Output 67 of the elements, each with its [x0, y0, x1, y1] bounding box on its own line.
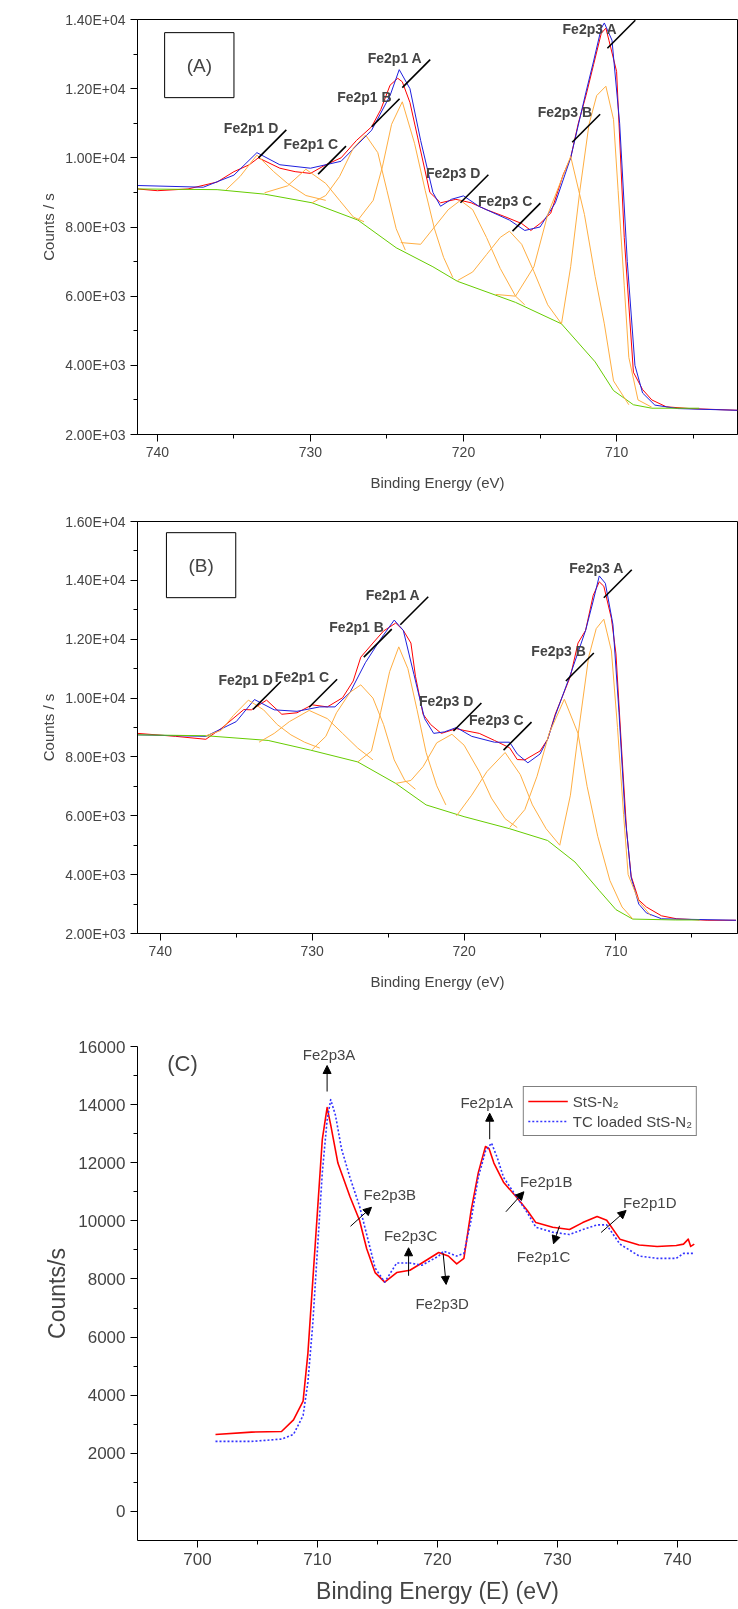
y-tick-label: 1.40E+04: [65, 11, 126, 28]
y-tick-label: 1.40E+04: [65, 572, 126, 589]
y-axis-title: Counts / s: [40, 693, 58, 762]
annotation: Fe2p1 B: [329, 619, 384, 636]
annotation: Fe2p3 A: [569, 559, 624, 576]
x-tick-label: 740: [145, 443, 170, 460]
y-tick-label: 1.20E+04: [65, 631, 126, 648]
annotation: Fe2p1D: [623, 1193, 677, 1211]
y-tick-label: 1.20E+04: [65, 80, 126, 97]
y-axis-title: Counts/s: [44, 1248, 71, 1339]
y-tick-label: 2000: [87, 1444, 126, 1464]
x-tick-label: 730: [543, 1549, 572, 1569]
y-tick-label: 1.00E+04: [65, 149, 126, 166]
x-tick-label: 720: [451, 443, 476, 460]
annotation: Fe2p3D: [415, 1294, 469, 1312]
y-tick-label: 12000: [78, 1153, 126, 1173]
legend-label: StS-N₂: [572, 1092, 619, 1110]
annotation: (C): [167, 1051, 198, 1077]
annotation: (B): [188, 554, 214, 576]
x-tick-label: 730: [298, 443, 323, 460]
y-tick-label: 16000: [78, 1037, 126, 1057]
x-axis-title: Binding Energy (E) (eV): [316, 1577, 559, 1604]
legend-label: TC loaded StS-N₂: [572, 1112, 692, 1130]
annotation: Fe2p3 C: [477, 193, 533, 210]
y-tick-label: 4000: [87, 1386, 126, 1406]
annotation: Fe2p1A: [460, 1093, 513, 1111]
x-tick-label: 710: [303, 1549, 332, 1569]
annotation: Fe2p3A: [302, 1046, 356, 1064]
x-tick-label: 720: [423, 1549, 452, 1569]
y-tick-label: 6000: [87, 1328, 126, 1348]
y-tick-label: 14000: [78, 1095, 126, 1115]
annotation: Fe2p1C: [516, 1248, 571, 1266]
y-axis-title: Counts / s: [40, 193, 58, 261]
x-axis-title: Binding Energy (eV): [370, 473, 505, 491]
y-tick-label: 2.00E+03: [65, 426, 126, 443]
x-tick-label: 730: [300, 942, 325, 959]
annotation: Fe2p1 C: [274, 669, 330, 686]
y-tick-label: 6.00E+03: [65, 288, 126, 305]
annotation: Fe2p1 A: [367, 49, 422, 66]
annotation: Fe2p1 A: [365, 586, 420, 603]
y-tick-label: 8000: [87, 1269, 126, 1289]
y-tick-label: 0: [116, 1502, 126, 1522]
x-tick-label: 710: [604, 942, 628, 959]
y-tick-label: 1.00E+04: [65, 690, 126, 707]
y-tick-label: 4.00E+03: [65, 866, 126, 883]
x-tick-label: 740: [148, 942, 173, 959]
y-tick-label: 4.00E+03: [65, 357, 126, 374]
x-tick-label: 710: [604, 443, 629, 460]
y-tick-label: 1.60E+04: [65, 513, 126, 530]
y-tick-label: 8.00E+03: [65, 748, 126, 765]
annotation: Fe2p3 B: [537, 104, 593, 121]
annotation: Fe2p1B: [519, 1173, 573, 1191]
annotation: Fe2p3 C: [469, 712, 524, 729]
y-tick-label: 8.00E+03: [65, 219, 126, 235]
annotation: Fe2p3C: [383, 1227, 438, 1245]
annotation: Fe2p1 C: [283, 136, 339, 153]
x-tick-label: 700: [183, 1549, 212, 1569]
x-tick-label: 740: [663, 1549, 692, 1569]
x-axis-title: Binding Energy (eV): [370, 972, 505, 990]
y-tick-label: 6.00E+03: [65, 807, 126, 824]
annotation: Fe2p1 D: [223, 119, 279, 136]
y-tick-label: 10000: [78, 1211, 126, 1231]
annotation: (A): [186, 54, 212, 76]
x-tick-label: 720: [452, 942, 476, 959]
annotation: Fe2p3B: [363, 1185, 417, 1203]
annotation: Fe2p1 D: [218, 671, 273, 688]
y-tick-label: 2.00E+03: [65, 925, 126, 942]
